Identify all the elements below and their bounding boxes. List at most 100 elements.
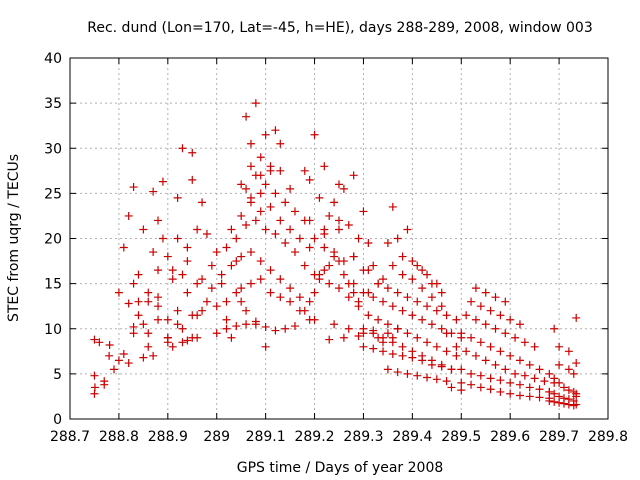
data-point <box>271 189 280 198</box>
data-point <box>525 383 534 392</box>
data-point <box>139 353 148 362</box>
data-point <box>339 184 348 193</box>
data-point <box>344 220 353 229</box>
data-point <box>276 293 285 302</box>
data-point <box>359 324 368 333</box>
data-point <box>129 183 138 192</box>
data-point <box>154 302 163 311</box>
data-point <box>310 234 319 243</box>
data-point <box>222 324 231 333</box>
data-point <box>325 211 334 220</box>
data-point <box>163 252 172 261</box>
data-point <box>246 139 255 148</box>
data-point <box>129 329 138 338</box>
x-tick-label: 288.9 <box>148 429 188 445</box>
data-point <box>486 342 495 351</box>
x-tick-label: 289.8 <box>588 429 628 445</box>
data-point <box>545 387 554 396</box>
x-tick-label: 288.7 <box>50 429 90 445</box>
data-point <box>90 335 99 344</box>
data-point <box>183 288 192 297</box>
data-point <box>261 225 270 234</box>
data-point <box>432 306 441 315</box>
y-axis-ticks: 0 5 10 15 20 25 30 35 40 <box>44 51 608 428</box>
data-point <box>266 266 275 275</box>
data-point <box>467 297 476 306</box>
data-point <box>501 329 510 338</box>
data-point <box>540 377 549 386</box>
data-point <box>100 377 109 386</box>
data-point <box>432 279 441 288</box>
data-point <box>286 284 295 293</box>
data-point <box>290 322 299 331</box>
data-point <box>359 288 368 297</box>
data-point <box>511 369 520 378</box>
data-point <box>149 351 158 360</box>
data-point <box>496 347 505 356</box>
data-point <box>158 177 167 186</box>
data-point <box>178 270 187 279</box>
data-point <box>379 333 388 342</box>
y-tick-label: 15 <box>44 277 62 293</box>
data-point <box>452 351 461 360</box>
data-point <box>481 320 490 329</box>
data-point <box>398 252 407 261</box>
y-tick-label: 10 <box>44 322 62 338</box>
data-point <box>124 299 133 308</box>
data-point <box>114 356 123 365</box>
data-point <box>246 162 255 171</box>
data-point <box>349 288 358 297</box>
data-point <box>423 270 432 279</box>
data-point <box>232 288 241 297</box>
data-point <box>227 225 236 234</box>
data-point <box>496 376 505 385</box>
data-point <box>310 130 319 139</box>
data-point <box>388 350 397 359</box>
data-point <box>242 184 251 193</box>
data-point <box>393 368 402 377</box>
data-point <box>486 306 495 315</box>
data-point <box>276 275 285 284</box>
data-point <box>535 393 544 402</box>
data-point <box>335 216 343 225</box>
data-point <box>442 311 451 320</box>
data-point <box>320 162 329 171</box>
data-point <box>491 324 500 333</box>
data-point <box>320 225 329 234</box>
x-tick-label: 288.8 <box>99 429 139 445</box>
data-point <box>144 297 153 306</box>
data-point <box>237 284 246 293</box>
data-point <box>379 297 388 306</box>
data-point <box>110 365 119 374</box>
data-point <box>310 288 319 297</box>
data-point <box>501 365 510 374</box>
data-point <box>251 320 260 329</box>
data-point <box>232 234 241 243</box>
data-point <box>408 311 417 320</box>
data-point <box>105 340 114 349</box>
data-point <box>457 386 466 395</box>
data-point <box>154 266 163 275</box>
data-point <box>432 375 441 384</box>
data-point <box>339 333 348 342</box>
y-tick-label: 30 <box>44 141 62 157</box>
data-point <box>423 338 432 347</box>
data-point <box>188 148 197 157</box>
data-point <box>354 234 363 243</box>
data-point <box>379 347 388 356</box>
data-point <box>564 395 573 404</box>
data-point <box>506 389 515 398</box>
data-point <box>403 369 412 378</box>
data-point <box>437 360 446 369</box>
data-point <box>173 193 182 202</box>
data-point <box>496 387 505 396</box>
data-point <box>525 392 534 401</box>
data-point <box>471 315 480 324</box>
data-point <box>246 279 255 288</box>
data-point <box>271 126 280 135</box>
data-point <box>251 216 260 225</box>
data-point <box>515 320 524 329</box>
data-point <box>413 333 422 342</box>
